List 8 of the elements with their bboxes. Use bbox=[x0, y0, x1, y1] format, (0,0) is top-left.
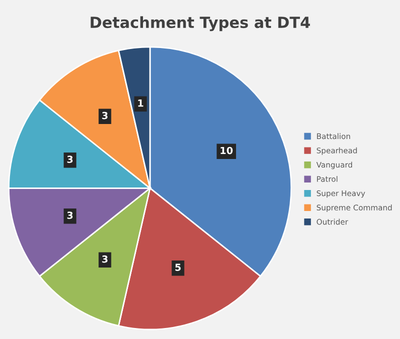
data-label: 3 bbox=[67, 156, 73, 163]
data-label: 10 bbox=[220, 146, 233, 154]
data-label: 3 bbox=[67, 212, 73, 219]
chart-title: Detachment Types at DT4 bbox=[90, 16, 310, 32]
data-label: 5 bbox=[175, 264, 181, 271]
data-label: 3 bbox=[102, 255, 108, 263]
data-label: 1 bbox=[138, 100, 144, 107]
data-label: 3 bbox=[102, 112, 108, 120]
